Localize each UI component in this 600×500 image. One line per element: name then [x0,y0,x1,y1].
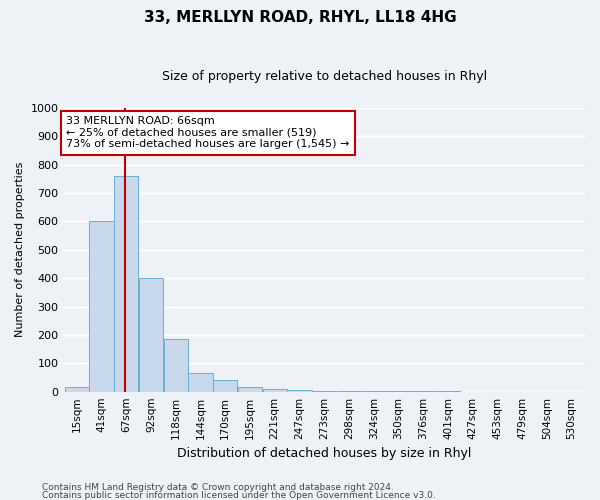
Text: 33, MERLLYN ROAD, RHYL, LL18 4HG: 33, MERLLYN ROAD, RHYL, LL18 4HG [143,10,457,25]
Bar [287,390,311,392]
Bar [89,222,113,392]
Bar [164,339,188,392]
Bar [263,389,287,392]
Text: Contains public sector information licensed under the Open Government Licence v3: Contains public sector information licen… [42,490,436,500]
Bar [188,373,212,392]
Bar [139,278,163,392]
Text: Contains HM Land Registry data © Crown copyright and database right 2024.: Contains HM Land Registry data © Crown c… [42,484,394,492]
Bar [337,391,361,392]
Bar [312,391,337,392]
Bar [114,176,139,392]
Y-axis label: Number of detached properties: Number of detached properties [15,162,25,338]
Bar [238,386,262,392]
Bar [213,380,238,392]
Text: 33 MERLLYN ROAD: 66sqm
← 25% of detached houses are smaller (519)
73% of semi-de: 33 MERLLYN ROAD: 66sqm ← 25% of detached… [66,116,350,150]
X-axis label: Distribution of detached houses by size in Rhyl: Distribution of detached houses by size … [177,447,472,460]
Bar [65,388,89,392]
Title: Size of property relative to detached houses in Rhyl: Size of property relative to detached ho… [161,70,487,83]
